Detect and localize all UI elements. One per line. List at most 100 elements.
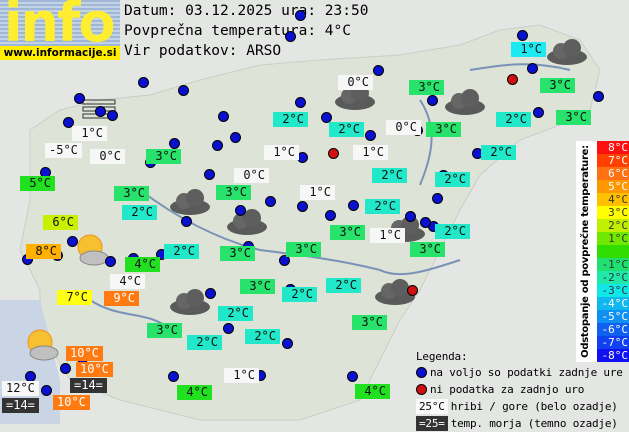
- temperature-label: 3°C: [409, 80, 444, 95]
- temperature-label: 2°C: [282, 287, 317, 302]
- station-dot[interactable]: [285, 31, 296, 42]
- temperature-label: 3°C: [352, 315, 387, 330]
- temperature-label: =14=: [2, 398, 39, 413]
- temperature-label: 3°C: [286, 242, 321, 257]
- temperature-label: 3°C: [330, 225, 365, 240]
- temperature-label: 10°C: [66, 346, 103, 361]
- temperature-label: 4°C: [125, 257, 160, 272]
- scale-cell: -2°C: [597, 271, 629, 284]
- temperature-label: 3°C: [556, 110, 591, 125]
- temperature-label: 1°C: [72, 126, 107, 141]
- station-dot[interactable]: [593, 91, 604, 102]
- station-dot[interactable]: [348, 200, 359, 211]
- cloud-icon: [170, 189, 210, 215]
- temperature-label: -5°C: [45, 143, 82, 158]
- logo-url[interactable]: www.informacije.si: [0, 46, 120, 60]
- station-dot[interactable]: [212, 140, 223, 151]
- scale-cell: -5°C: [597, 310, 629, 323]
- station-dot[interactable]: [67, 236, 78, 247]
- scale-cell: -1°C: [597, 258, 629, 271]
- station-dot[interactable]: [427, 95, 438, 106]
- station-dot[interactable]: [223, 323, 234, 334]
- station-dot[interactable]: [230, 132, 241, 143]
- scale-cell: 6°C: [597, 167, 629, 180]
- temperature-label: 1°C: [300, 185, 335, 200]
- temperature-label: 3°C: [216, 185, 251, 200]
- legend-blue: na voljo so podatki zadnje ure: [430, 366, 623, 379]
- scale-cell: 2°C: [597, 219, 629, 232]
- station-dot[interactable]: [169, 138, 180, 149]
- temperature-label: 3°C: [426, 122, 461, 137]
- date-line: Datum: 03.12.2025 ura: 23:50: [124, 3, 369, 19]
- cloud-icon: [227, 209, 267, 235]
- station-dot[interactable]: [279, 255, 290, 266]
- temperature-label: 0°C: [386, 120, 421, 135]
- temperature-label: =14=: [70, 378, 107, 393]
- cloud-icon: [445, 89, 485, 115]
- station-dot[interactable]: [105, 256, 116, 267]
- temperature-label: 2°C: [435, 224, 470, 239]
- temperature-label: 1°C: [353, 145, 388, 160]
- station-dot[interactable]: [235, 205, 246, 216]
- station-dot[interactable]: [321, 112, 332, 123]
- temperature-label: 1°C: [370, 228, 405, 243]
- station-dot[interactable]: [218, 111, 229, 122]
- legend-white-sample: 25°C: [416, 399, 448, 414]
- partly-cloudy-icon: [27, 329, 59, 361]
- scale-cell: -8°C: [597, 349, 629, 362]
- station-dot[interactable]: [347, 371, 358, 382]
- scale-cell: 7°C: [597, 154, 629, 167]
- station-dot[interactable]: [205, 288, 216, 299]
- station-dot[interactable]: [95, 106, 106, 117]
- temperature-label: 0°C: [338, 75, 373, 90]
- station-dot[interactable]: [373, 65, 384, 76]
- station-dot[interactable]: [405, 211, 416, 222]
- temperature-label: 4°C: [355, 384, 390, 399]
- station-dot[interactable]: [265, 196, 276, 207]
- station-dot[interactable]: [63, 117, 74, 128]
- cloud-icon: [170, 289, 210, 315]
- station-dot[interactable]: [295, 97, 306, 108]
- temperature-label: 2°C: [496, 112, 531, 127]
- station-dot[interactable]: [178, 85, 189, 96]
- temperature-label: 2°C: [372, 168, 407, 183]
- station-dot[interactable]: [74, 93, 85, 104]
- logo[interactable]: info www.informacije.si: [0, 0, 120, 60]
- temperature-label: 5°C: [20, 176, 55, 191]
- temperature-label: 8°C: [26, 244, 61, 259]
- station-dot[interactable]: [325, 210, 336, 221]
- station-dot[interactable]: [295, 10, 306, 21]
- station-dot[interactable]: [181, 216, 192, 227]
- station-dot[interactable]: [517, 30, 528, 41]
- station-dot[interactable]: [432, 193, 443, 204]
- temperature-label: 1°C: [264, 145, 299, 160]
- station-dot[interactable]: [297, 201, 308, 212]
- temperature-label: 2°C: [218, 306, 253, 321]
- station-dot[interactable]: [60, 363, 71, 374]
- station-dot[interactable]: [168, 371, 179, 382]
- legend-title: Legenda:: [416, 350, 468, 363]
- station-missing-dot[interactable]: [328, 148, 339, 159]
- station-dot[interactable]: [138, 77, 149, 88]
- station-dot[interactable]: [282, 338, 293, 349]
- temperature-label: 3°C: [410, 242, 445, 257]
- station-missing-dot[interactable]: [507, 74, 518, 85]
- station-dot[interactable]: [204, 169, 215, 180]
- station-dot[interactable]: [107, 110, 118, 121]
- temperature-label: 2°C: [122, 205, 157, 220]
- temperature-label: 2°C: [365, 199, 400, 214]
- station-dot[interactable]: [527, 63, 538, 74]
- station-dot[interactable]: [420, 217, 431, 228]
- temperature-label: 3°C: [146, 149, 181, 164]
- station-dot[interactable]: [365, 130, 376, 141]
- temperature-label: 1°C: [511, 42, 546, 57]
- station-dot[interactable]: [533, 107, 544, 118]
- station-dot[interactable]: [41, 385, 52, 396]
- temperature-label: 2°C: [326, 278, 361, 293]
- avg-temperature: Povprečna temperatura: 4°C: [124, 23, 351, 39]
- red-dot-icon: [416, 384, 427, 395]
- temperature-label: 4°C: [110, 274, 145, 289]
- scale-cell: [597, 245, 629, 258]
- temperature-label: 2°C: [245, 329, 280, 344]
- station-missing-dot[interactable]: [407, 285, 418, 296]
